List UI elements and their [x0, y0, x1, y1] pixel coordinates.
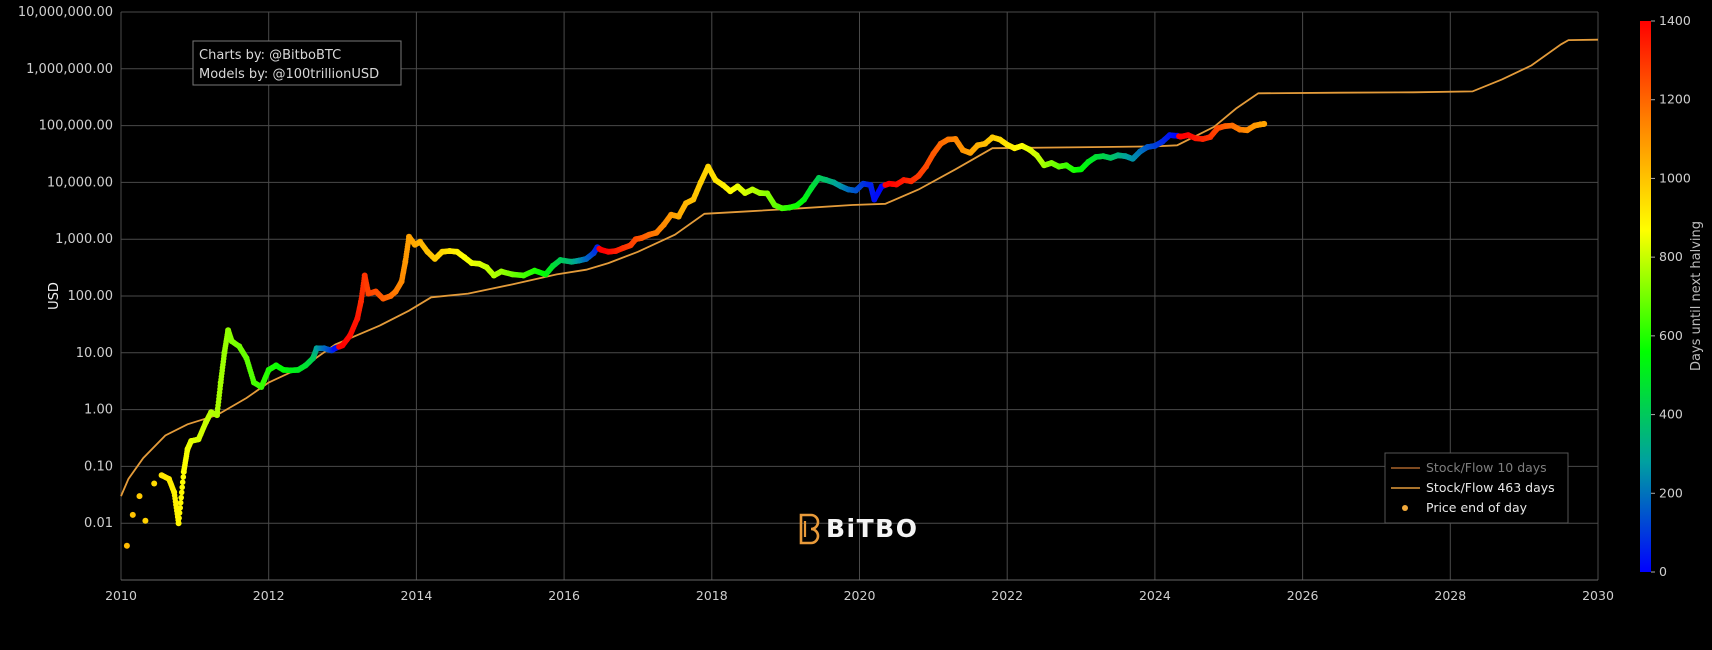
price-point: [1261, 120, 1268, 127]
y-tick-label: 10,000.00: [47, 175, 113, 190]
y-tick-label: 0.10: [84, 459, 113, 474]
legend-item-sf463[interactable]: Stock/Flow 463 days: [1426, 480, 1555, 495]
credits-models-by: Models by: @100trillionUSD: [199, 67, 379, 82]
x-tick-label: 2020: [844, 588, 876, 603]
bitbo-wordmark: BiTBO: [826, 514, 919, 543]
y-tick-label: 1,000.00: [55, 232, 113, 247]
colorbar-gradient: [1640, 21, 1651, 572]
legend[interactable]: Stock/Flow 10 days Stock/Flow 463 days P…: [1384, 452, 1569, 524]
colorbar-tick-label: 800: [1659, 249, 1683, 264]
grid: [120, 11, 1599, 580]
price-point: [179, 479, 186, 486]
price-point: [176, 510, 183, 516]
colorbar-title: Days until next halving: [1689, 221, 1704, 371]
price-point: [123, 542, 130, 549]
colorbar-tick-label: 0: [1659, 564, 1667, 579]
y-tick-label: 100.00: [68, 289, 114, 304]
y-tick-label: 0.01: [84, 516, 113, 531]
y-tick-label: 100,000.00: [39, 119, 113, 134]
price-point: [178, 489, 185, 496]
price-point: [180, 474, 187, 480]
x-tick-label: 2024: [1139, 588, 1171, 603]
colorbar-tick-label: 200: [1659, 485, 1683, 500]
legend-item-price[interactable]: Price end of day: [1426, 500, 1528, 515]
x-axis: 2010 2012 2014 2016 2018 2020 2022 2024 2026 2028…: [105, 579, 1614, 603]
colorbar-tick-label: 600: [1659, 328, 1683, 343]
price-point: [178, 494, 184, 501]
price-point: [176, 515, 182, 521]
colorbar-tick-label: 1000: [1659, 170, 1691, 185]
x-tick-label: 2018: [696, 588, 728, 603]
y-tick-label: 1.00: [84, 403, 113, 418]
x-tick-label: 2016: [548, 588, 580, 603]
bitbo-logo-icon: [799, 513, 820, 545]
y-tick-label: 10.00: [76, 346, 113, 361]
colorbar-ticks: 0 200 400 600 800 1000 1200 1400: [1651, 13, 1691, 579]
y-axis-label: USD: [47, 282, 62, 310]
y-tick-label: 1,000,000.00: [26, 62, 113, 77]
price-point: [142, 517, 149, 524]
x-tick-label: 2014: [400, 588, 432, 603]
credits-charts-by: Charts by: @BitboBTC: [199, 48, 341, 63]
price-point: [179, 484, 185, 491]
colorbar-tick-label: 400: [1659, 407, 1683, 422]
bitbo-watermark: BiTBO: [799, 513, 919, 545]
model-lines: [120, 38, 1599, 497]
colorbar: 0 200 400 600 800 1000 1200 1400 Days until nex…: [1640, 13, 1704, 579]
price-point: [129, 511, 136, 518]
x-tick-label: 2030: [1582, 588, 1614, 603]
credits-box: Charts by: @BitboBTC Models by: @100tril…: [192, 40, 402, 86]
series-line-sf463: [120, 38, 1599, 497]
price-point: [151, 480, 158, 487]
x-tick-label: 2012: [253, 588, 285, 603]
price-point: [175, 520, 182, 527]
x-tick-label: 2010: [105, 588, 137, 603]
y-axis: 10,000,000.00 1,000,000.00 100,000.00 10,00…: [18, 5, 113, 531]
legend-item-sf10[interactable]: Stock/Flow 10 days: [1426, 460, 1547, 475]
price-point: [136, 493, 143, 500]
x-tick-label: 2028: [1434, 588, 1466, 603]
y-tick-label: 10,000,000.00: [18, 5, 113, 20]
colorbar-tick-label: 1200: [1659, 92, 1691, 107]
x-tick-label: 2026: [1287, 588, 1319, 603]
x-tick-label: 2022: [991, 588, 1023, 603]
price-point: [177, 499, 184, 506]
price-dots: [123, 120, 1268, 549]
price-point: [177, 505, 183, 511]
colorbar-tick-label: 1400: [1659, 13, 1691, 28]
